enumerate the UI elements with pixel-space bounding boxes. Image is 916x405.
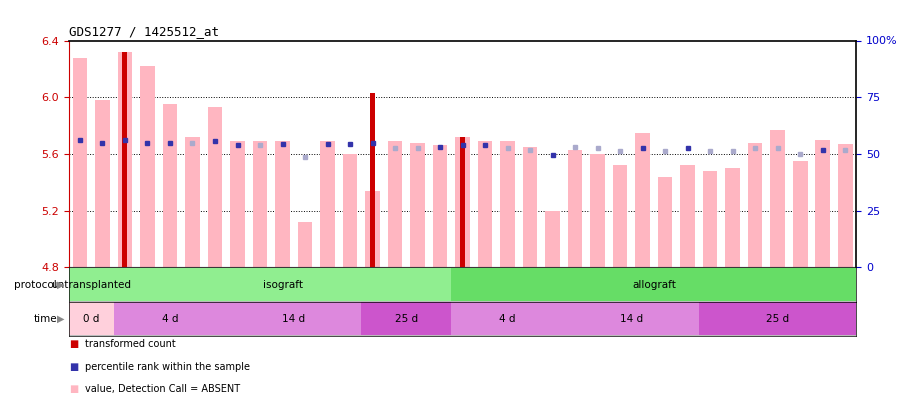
Bar <box>460 137 465 267</box>
Text: 25 d: 25 d <box>766 314 790 324</box>
Text: allograft: allograft <box>632 279 676 290</box>
Text: GDS1277 / 1425512_at: GDS1277 / 1425512_at <box>69 25 219 38</box>
Bar <box>140 66 155 267</box>
Text: ■: ■ <box>69 362 78 371</box>
Text: transformed count: transformed count <box>85 339 176 349</box>
Bar <box>114 303 226 335</box>
Bar <box>387 141 402 267</box>
Bar <box>500 141 515 267</box>
Bar <box>163 104 178 267</box>
Bar <box>523 147 538 267</box>
Text: 14 d: 14 d <box>282 314 305 324</box>
Bar <box>410 143 425 267</box>
Bar <box>636 133 650 267</box>
Bar <box>298 222 312 267</box>
Bar <box>658 177 672 267</box>
Text: ▶: ▶ <box>58 314 65 324</box>
Bar <box>793 161 808 267</box>
Bar <box>770 130 785 267</box>
Bar <box>370 93 375 267</box>
Bar <box>568 150 583 267</box>
Bar <box>226 303 361 335</box>
Bar <box>321 141 335 267</box>
Bar <box>69 268 114 301</box>
Bar <box>478 141 493 267</box>
Bar <box>703 171 717 267</box>
Bar <box>253 141 267 267</box>
Bar <box>815 140 830 267</box>
Text: untransplanted: untransplanted <box>51 279 131 290</box>
Bar <box>838 144 853 267</box>
Bar <box>613 165 627 267</box>
Bar <box>452 268 856 301</box>
Bar <box>361 303 452 335</box>
Bar <box>432 145 447 267</box>
Bar <box>590 154 605 267</box>
Text: ■: ■ <box>69 339 78 349</box>
Text: ■: ■ <box>69 384 78 394</box>
Bar <box>455 137 470 267</box>
Bar <box>230 141 245 267</box>
Bar <box>681 165 695 267</box>
Bar <box>545 211 560 267</box>
Bar <box>208 107 223 267</box>
Bar <box>123 52 127 267</box>
Text: 4 d: 4 d <box>162 314 179 324</box>
Bar <box>72 58 87 267</box>
Bar <box>699 303 856 335</box>
Text: isograft: isograft <box>263 279 302 290</box>
Bar <box>117 52 132 267</box>
Text: percentile rank within the sample: percentile rank within the sample <box>85 362 250 371</box>
Bar <box>725 168 740 267</box>
Bar <box>452 303 564 335</box>
Bar <box>185 137 200 267</box>
Text: ▶: ▶ <box>58 279 65 290</box>
Text: value, Detection Call = ABSENT: value, Detection Call = ABSENT <box>85 384 240 394</box>
Text: 0 d: 0 d <box>83 314 100 324</box>
Bar <box>343 154 357 267</box>
Bar <box>275 141 289 267</box>
Bar <box>69 303 114 335</box>
Text: protocol: protocol <box>14 279 57 290</box>
Bar <box>564 303 699 335</box>
Text: 25 d: 25 d <box>395 314 418 324</box>
Text: 14 d: 14 d <box>620 314 643 324</box>
Text: time: time <box>33 314 57 324</box>
Bar <box>95 100 110 267</box>
Bar <box>114 268 452 301</box>
Text: 4 d: 4 d <box>499 314 516 324</box>
Bar <box>365 191 380 267</box>
Bar <box>747 143 762 267</box>
